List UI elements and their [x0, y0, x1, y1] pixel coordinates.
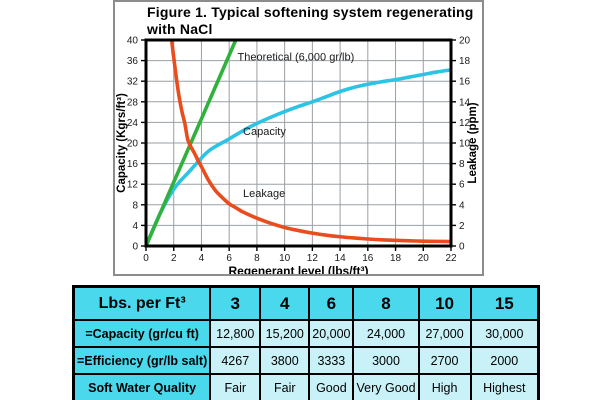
table-cell: 24,000: [352, 319, 420, 348]
annotation-capacity: Capacity: [243, 126, 286, 138]
y-left-tick-label: 16: [127, 159, 139, 170]
table-row-label: =Capacity (gr/cu ft): [72, 319, 212, 348]
regenerant-spec-table: Lbs. per Ft³ 3 4 6 8 10 15 =Capacity (gr…: [72, 285, 541, 400]
figure-title: Figure 1. Typical softening system regen…: [147, 4, 477, 38]
x-tick-label: 18: [390, 253, 402, 264]
series-group: [146, 40, 451, 246]
y-right-tick-label: 4: [459, 200, 465, 211]
y-left-tick-label: 4: [132, 221, 138, 232]
y-left-tick-label: 20: [127, 139, 139, 150]
table-cell: 15,200: [259, 319, 311, 348]
table-row-capacity: =Capacity (gr/cu ft) 12,800 15,200 20,00…: [72, 319, 540, 348]
x-tick-label: 16: [362, 253, 374, 264]
table-row-quality: Soft Water Quality Fair Fair Good Very G…: [72, 373, 540, 400]
table-cell: High: [417, 373, 472, 400]
table-cell: 27,000: [417, 319, 472, 348]
y-left-tick-label: 28: [127, 97, 139, 108]
y-left-tick-label: 40: [127, 36, 139, 47]
table-cell: 3333: [308, 346, 355, 375]
figure-title-line2: with NaCl: [147, 21, 213, 37]
y-left-tick-label: 24: [127, 118, 139, 129]
table-cell: 30,000: [469, 319, 540, 348]
y-left-axis-label: Capacity (Kgrs/ft³): [116, 93, 128, 193]
y-right-tick-label: 6: [459, 180, 465, 191]
y-right-tick-label: 18: [459, 56, 471, 67]
table-cell: 20,000: [308, 319, 355, 348]
y-right-tick-label: 10: [459, 139, 471, 150]
y-right-axis-label: Leakage (ppm): [467, 102, 479, 183]
curve-capacity: [146, 68, 451, 246]
table-cell: 4267: [209, 346, 262, 375]
y-left-tick-label: 8: [132, 200, 138, 211]
table-cell: Good: [308, 373, 355, 400]
y-right-tick-label: 0: [459, 242, 465, 253]
y-left-tick-label: 12: [127, 180, 139, 191]
table-cell: Fair: [209, 373, 262, 400]
table-header-cell: 8: [352, 285, 420, 321]
x-tick-label: 6: [226, 253, 232, 264]
table-row-efficiency: =Efficiency (gr/lb salt) 4267 3800 3333 …: [72, 346, 540, 375]
plot-border: [144, 38, 453, 248]
y-right-tick-label: 12: [459, 118, 471, 129]
table-cell: Highest: [469, 373, 540, 400]
table-row-label: Soft Water Quality: [72, 373, 212, 400]
y-right-tick-label: 14: [459, 97, 471, 108]
x-tick-label: 22: [445, 253, 457, 264]
x-tick-label: 12: [307, 253, 319, 264]
figure-box: 0 4 8 12 16 20 24 28 32 36 40 0 2 4 6 8 10 12 14 16 18 20 0 2 4 6…: [113, 0, 484, 276]
x-tick-label: 14: [335, 253, 347, 264]
y-right-tick-label: 16: [459, 77, 471, 88]
y-left-tick-label: 32: [127, 77, 139, 88]
x-axis-label: Regenerant level (lbs/ft³): [228, 264, 368, 274]
x-tick-label: 0: [143, 253, 149, 264]
x-tick-label: 10: [279, 253, 291, 264]
curve-leakage: [169, 40, 451, 244]
table-cell: 3000: [352, 346, 420, 375]
table-cell: 2000: [469, 346, 540, 375]
table-cell: Very Good: [352, 373, 420, 400]
table-row-label: =Efficiency (gr/lb salt): [72, 346, 212, 375]
table-header-row: Lbs. per Ft³ 3 4 6 8 10 15: [72, 285, 540, 321]
table-cell: 2700: [417, 346, 472, 375]
x-tick-label: 4: [199, 253, 205, 264]
curve-theoretical-6-000-gr-lb: [146, 40, 238, 246]
figure-title-line1: Figure 1. Typical softening system regen…: [147, 4, 474, 20]
y-right-tick-label: 20: [459, 36, 471, 47]
table-header-cell: 15: [469, 285, 540, 321]
table-cell: 12,800: [209, 319, 262, 348]
table-cell: 3800: [259, 346, 311, 375]
table-cell: Fair: [259, 373, 311, 400]
x-tick-label: 8: [254, 253, 260, 264]
table-header-label: Lbs. per Ft³: [72, 285, 212, 321]
annotation-theoretical-6-000-gr-lb: Theoretical (6,000 gr/lb): [238, 51, 355, 63]
x-tick-label: 2: [171, 253, 177, 264]
y-right-tick-label: 8: [459, 159, 465, 170]
table-header-cell: 6: [308, 285, 355, 321]
y-right-tick-label: 2: [459, 221, 465, 232]
x-tick-label: 20: [418, 253, 430, 264]
y-left-tick-label: 36: [127, 56, 139, 67]
table-header-cell: 3: [209, 285, 262, 321]
table-header-cell: 10: [417, 285, 472, 321]
annotation-leakage: Leakage: [243, 188, 285, 200]
table-header-cell: 4: [259, 285, 311, 321]
y-left-tick-label: 0: [132, 242, 138, 253]
